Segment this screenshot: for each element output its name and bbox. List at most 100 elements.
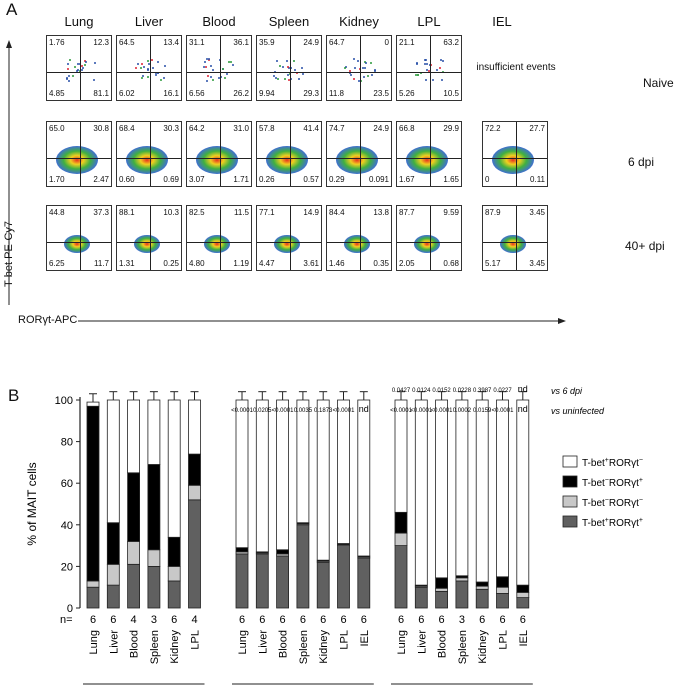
quadrant-br-value: 1.19 [233,259,249,268]
category-label: Lung [88,630,100,654]
condition-label-1: 6 dpi [628,155,655,169]
event-dot [357,59,360,62]
facs-plot-blood-0: 31.1 36.1 6.56 26.2 [186,35,252,101]
bar-segment-T-bet+RORγt+ [414,586,428,609]
quadrant-tr-value: 24.9 [373,124,389,133]
facs-plot-blood-2: 82.5 11.5 4.80 1.19 [186,205,252,271]
bar-segment-T-bet−RORγt− [435,587,449,592]
event-dot [428,63,431,66]
pvalue-40dpi-vs-uninfected: <0.0001 [431,408,454,414]
event-dot [66,63,69,66]
quadrant-tl-value: 31.1 [189,38,205,47]
event-dot [156,60,159,63]
category-label: Lung [237,630,249,654]
event-dot [140,77,143,80]
n-value: 4 [191,614,197,626]
quadrant-br-value: 0.25 [163,259,179,268]
quadrant-tl-value: 88.1 [119,208,135,217]
event-dot [362,66,365,69]
event-dot [349,69,352,72]
quadrant-br-value: 81.1 [93,89,109,98]
event-dot [425,78,428,81]
quadrant-bl-value: 1.70 [49,175,65,184]
panel-b-letter: B [8,386,20,405]
gate-horizontal [327,158,391,159]
quadrant-br-value: 23.5 [373,89,389,98]
event-dot [84,59,87,62]
pvalue-40dpi-vs-uninfected: nd [518,404,528,414]
event-dot [275,59,278,62]
bar-segment-T-bet−RORγt+ [516,584,530,593]
quadrant-bl-value: 6.25 [49,259,65,268]
pvalue-40dpi-vs-6dpi: 0.0228 [453,388,472,394]
y-tick-label: 0 [67,603,73,615]
event-dot [68,79,71,82]
event-dot [425,69,428,72]
event-dot [156,72,159,75]
event-dot [348,72,351,75]
mait-bar-chart: 0 20 40 60 80 100 % of MAIT cells 6 Lung 6 Liver 4 B… [25,384,643,685]
quadrant-bl-value: 11.8 [329,89,344,98]
density-blob [126,146,168,174]
quadrant-br-value: 0.11 [530,175,545,184]
event-dot [93,79,96,82]
event-dot [80,65,83,68]
n-value: 6 [90,614,96,626]
event-dot [357,79,360,82]
quadrant-tr-value: 37.3 [93,208,109,217]
gate-horizontal [397,158,461,159]
event-dot [276,77,279,80]
quadrant-tl-value: 64.2 [189,124,205,133]
gate-vertical [430,36,431,100]
pvalue-6dpi-vs-uninfected: 0.1873 [314,408,333,414]
event-dot [66,67,69,70]
event-dot [360,79,363,82]
quadrant-bl-value: 0 [485,175,490,184]
category-label: LPL [498,630,510,650]
quadrant-tr-value: 0 [384,38,389,47]
event-dot [65,78,68,81]
gate-horizontal [397,72,461,73]
quadrant-bl-value: 6.56 [189,89,205,98]
n-value: 6 [300,614,306,626]
tissue-header-liver: Liver [134,14,164,29]
density-blob [203,234,231,254]
bar-segment-T-bet+RORγt+ [496,593,509,609]
gate-horizontal [483,242,547,243]
event-dot [205,79,208,82]
quadrant-tl-value: 64.7 [329,38,345,47]
bar-segment-T-bet+RORγt− [414,399,428,586]
event-dot [68,59,71,62]
event-dot [374,70,377,73]
facs-plot-lpl-0: 21.1 63.2 5.26 10.5 [396,35,462,101]
bar-segment-T-bet−RORγt− [475,585,489,590]
category-label: Kidney [477,630,489,664]
event-dot [417,73,420,76]
event-dot [288,73,291,76]
event-dot [147,68,150,71]
gate-vertical [516,122,517,186]
condition-label-0: Naive [643,76,674,90]
gate-vertical [290,36,291,100]
gate-horizontal [117,72,181,73]
n-value: 6 [499,614,505,626]
quadrant-bl-value: 6.02 [119,89,135,98]
gate-horizontal [257,242,321,243]
event-dot [363,76,366,79]
x-axis-label: RORγt-APC [18,314,78,326]
bar-segment-T-bet−RORγt− [496,586,509,594]
pvalue-6dpi-vs-uninfected: 0.0205 [253,408,272,414]
bar-segment-T-bet+RORγt− [316,399,330,561]
quadrant-tr-value: 63.2 [443,38,459,47]
density-blob [56,146,98,174]
pvalue-40dpi-vs-uninfected: <0.0001 [390,408,413,414]
gate-vertical [80,122,81,186]
event-dot [210,76,213,79]
event-dot [287,79,290,82]
legend-swatch [562,475,578,488]
quadrant-tr-value: 31.0 [233,124,249,133]
gate-vertical [150,206,151,270]
stat-label-vs-6dpi: vs 6 dpi [551,386,583,396]
bar-segment-T-bet+RORγt− [86,401,100,407]
bar-segment-T-bet+RORγt− [337,399,350,544]
